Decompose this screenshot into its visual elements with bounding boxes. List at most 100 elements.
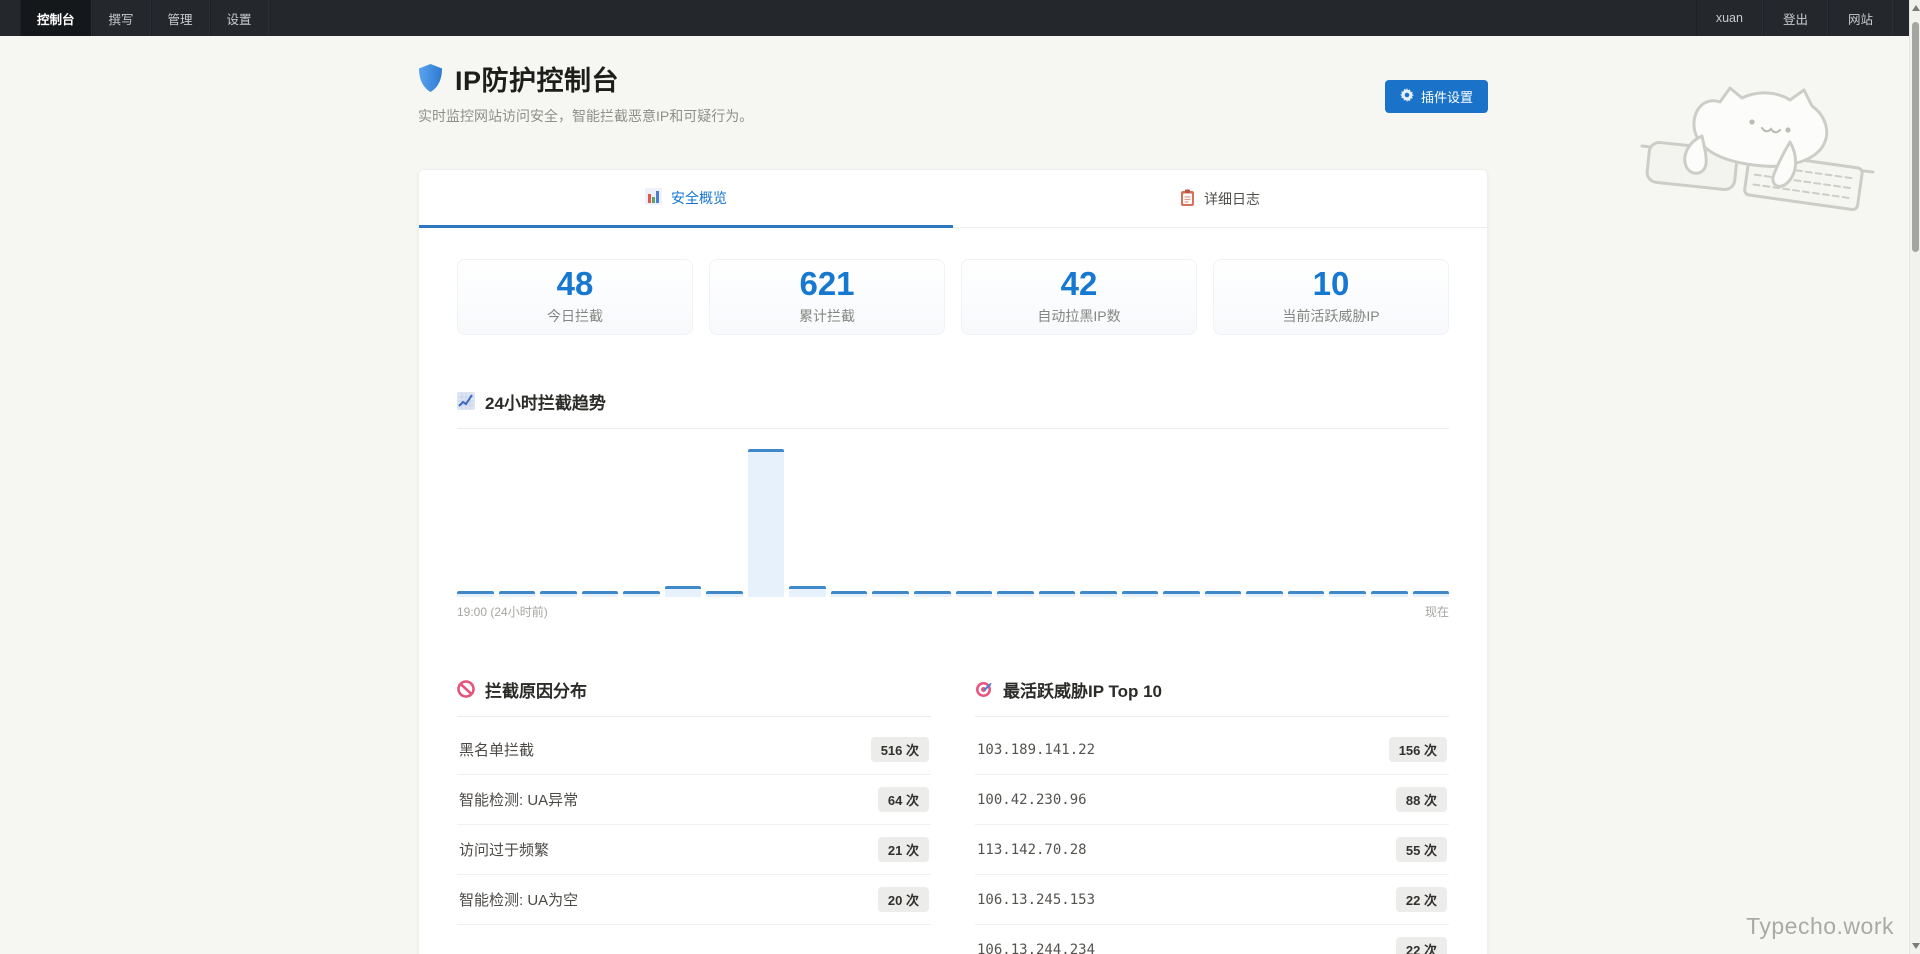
x-axis-start-label: 19:00 (24小时前)	[457, 605, 548, 619]
ip-row: 113.142.70.28 55 次	[975, 825, 1449, 875]
stats-row: 48 今日拦截 621 累计拦截 42 自动拉黑IP数 10 当前活跃威胁IP	[419, 228, 1487, 335]
ip-row: 106.13.244.234 22 次	[975, 925, 1449, 954]
shield-icon	[418, 63, 443, 98]
trend-bar-chart	[457, 435, 1450, 597]
chart-bar	[1163, 591, 1200, 597]
stat-value: 10	[1312, 265, 1350, 302]
chart-bar	[498, 591, 536, 597]
stat-label: 今日拦截	[547, 308, 603, 324]
chart-bar	[540, 591, 577, 597]
reason-count-badge: 516 次	[870, 737, 929, 762]
chart-bar	[1204, 591, 1242, 597]
chart-bar	[914, 591, 951, 597]
chart-bar	[581, 591, 619, 597]
stat-value: 48	[556, 265, 594, 302]
trend-chart-header: 24小时拦截趋势	[457, 392, 1449, 429]
scrollbar-up-arrow-icon[interactable]	[1912, 5, 1920, 11]
nav-menu-item[interactable]: 管理	[150, 0, 210, 36]
chart-bar	[872, 591, 910, 597]
ip-address: 103.189.141.22	[977, 741, 1096, 758]
nav-menu-item[interactable]: 控制台	[20, 0, 92, 36]
tab-label: 安全概览	[671, 189, 727, 206]
reason-row: 智能检测: UA异常 64 次	[457, 775, 931, 825]
ip-count-badge: 88 次	[1395, 787, 1447, 812]
reason-count-badge: 20 次	[877, 887, 929, 912]
nav-user-item[interactable]: 登出	[1762, 0, 1828, 36]
chart-bar	[1329, 591, 1367, 597]
chart-bar	[664, 586, 702, 597]
stat-value: 621	[799, 265, 855, 302]
chart-bar	[955, 591, 993, 597]
ip-count-badge: 22 次	[1395, 937, 1447, 954]
block-reasons-list: 黑名单拦截 516 次 智能检测: UA异常 64 次 访问过于频繁 21 次	[457, 725, 931, 925]
plugin-settings-label: 插件设置	[1420, 90, 1473, 105]
nav-menu-item[interactable]: 撰写	[91, 0, 151, 36]
top-ips-list: 103.189.141.22 156 次 100.42.230.96 88 次 …	[975, 725, 1449, 954]
chart-bar	[623, 591, 660, 597]
reason-count-badge: 64 次	[877, 787, 929, 812]
ip-address: 106.13.244.234	[977, 941, 1096, 954]
security-dashboard-card: 安全概览 详细日志	[418, 169, 1488, 954]
plugin-settings-button[interactable]: 插件设置	[1384, 80, 1488, 113]
reason-row: 智能检测: UA为空 20 次	[457, 875, 931, 925]
reason-label: 智能检测: UA异常	[459, 792, 579, 809]
chart-bar	[1371, 591, 1408, 597]
stat-label: 自动拉黑IP数	[1037, 308, 1121, 324]
tab-label: 详细日志	[1204, 190, 1260, 207]
nav-user-item[interactable]: 网站	[1827, 0, 1893, 36]
admin-top-nav: 控制台 撰写 管理 设置 xuan 登出 网站	[0, 0, 1909, 36]
watermark: Typecho.work	[1746, 913, 1894, 939]
ip-count-badge: 156 次	[1388, 737, 1447, 762]
chart-bar	[1038, 591, 1076, 597]
ip-address: 106.13.245.153	[977, 891, 1096, 908]
page-title: IP防护控制台	[455, 65, 620, 96]
bottom-panels: 拦截原因分布 黑名单拦截 516 次 智能检测: UA异常 64 次	[419, 680, 1487, 954]
nav-user-menu: xuan 登出 网站	[1695, 0, 1893, 36]
scrollbar[interactable]	[1909, 0, 1920, 954]
chart-bar	[747, 449, 785, 597]
ip-row: 103.189.141.22 156 次	[975, 725, 1449, 775]
ip-count-badge: 22 次	[1395, 887, 1447, 912]
trend-chart-title: 24小时拦截趋势	[485, 393, 606, 413]
x-axis-end-label: 现在	[1424, 605, 1449, 619]
chart-bar	[1246, 591, 1283, 597]
trend-chart-section: 24小时拦截趋势 19:00 (24小时前) 现在	[419, 392, 1487, 620]
stat-label: 累计拦截	[799, 308, 855, 324]
stat-card: 621 累计拦截	[709, 259, 945, 335]
nav-menu-item[interactable]: 设置	[209, 0, 269, 36]
trend-chart-icon	[457, 392, 475, 415]
tab-bar: 安全概览 详细日志	[419, 170, 1487, 228]
reason-row: 黑名单拦截 516 次	[457, 725, 931, 775]
clipboard-icon	[1180, 189, 1195, 209]
nav-user-item[interactable]: xuan	[1695, 0, 1763, 36]
page-subtitle: 实时监控网站访问安全，智能拦截恶意IP和可疑行为。	[418, 108, 754, 124]
chart-bar	[1080, 591, 1117, 597]
ip-address: 113.142.70.28	[977, 841, 1087, 858]
chart-bar	[706, 591, 743, 597]
tab-detail-logs[interactable]: 详细日志	[953, 170, 1487, 227]
chart-bar	[457, 591, 494, 597]
chart-bar	[789, 586, 826, 597]
chart-bar	[830, 591, 868, 597]
reason-label: 智能检测: UA为空	[459, 892, 579, 909]
gear-icon	[1399, 88, 1414, 105]
stat-card: 42 自动拉黑IP数	[961, 259, 1197, 335]
chart-bar	[1121, 591, 1159, 597]
x-axis-labels: 19:00 (24小时前) 现在	[457, 603, 1449, 620]
top-ips-title: 最活跃威胁IP Top 10	[1003, 681, 1163, 701]
tab-security-overview[interactable]: 安全概览	[419, 170, 953, 228]
top-ips-header: 最活跃威胁IP Top 10	[975, 680, 1449, 717]
ip-row: 100.42.230.96 88 次	[975, 775, 1449, 825]
chart-bar	[997, 591, 1034, 597]
page-header: IP防护控制台 实时监控网站访问安全，智能拦截恶意IP和可疑行为。 插件设置	[418, 36, 1488, 126]
scrollbar-down-arrow-icon[interactable]	[1912, 943, 1920, 949]
mascot-cat-illustration	[1640, 84, 1875, 221]
stat-value: 42	[1060, 265, 1098, 302]
target-icon	[975, 680, 993, 703]
stat-card: 48 今日拦截	[457, 259, 693, 335]
stat-label: 当前活跃威胁IP	[1282, 308, 1380, 324]
block-reasons-panel: 拦截原因分布 黑名单拦截 516 次 智能检测: UA异常 64 次	[457, 680, 931, 954]
nav-menu: 控制台 撰写 管理 设置	[0, 0, 269, 36]
scrollbar-thumb[interactable]	[1912, 22, 1919, 252]
bar-chart-icon	[645, 187, 662, 208]
